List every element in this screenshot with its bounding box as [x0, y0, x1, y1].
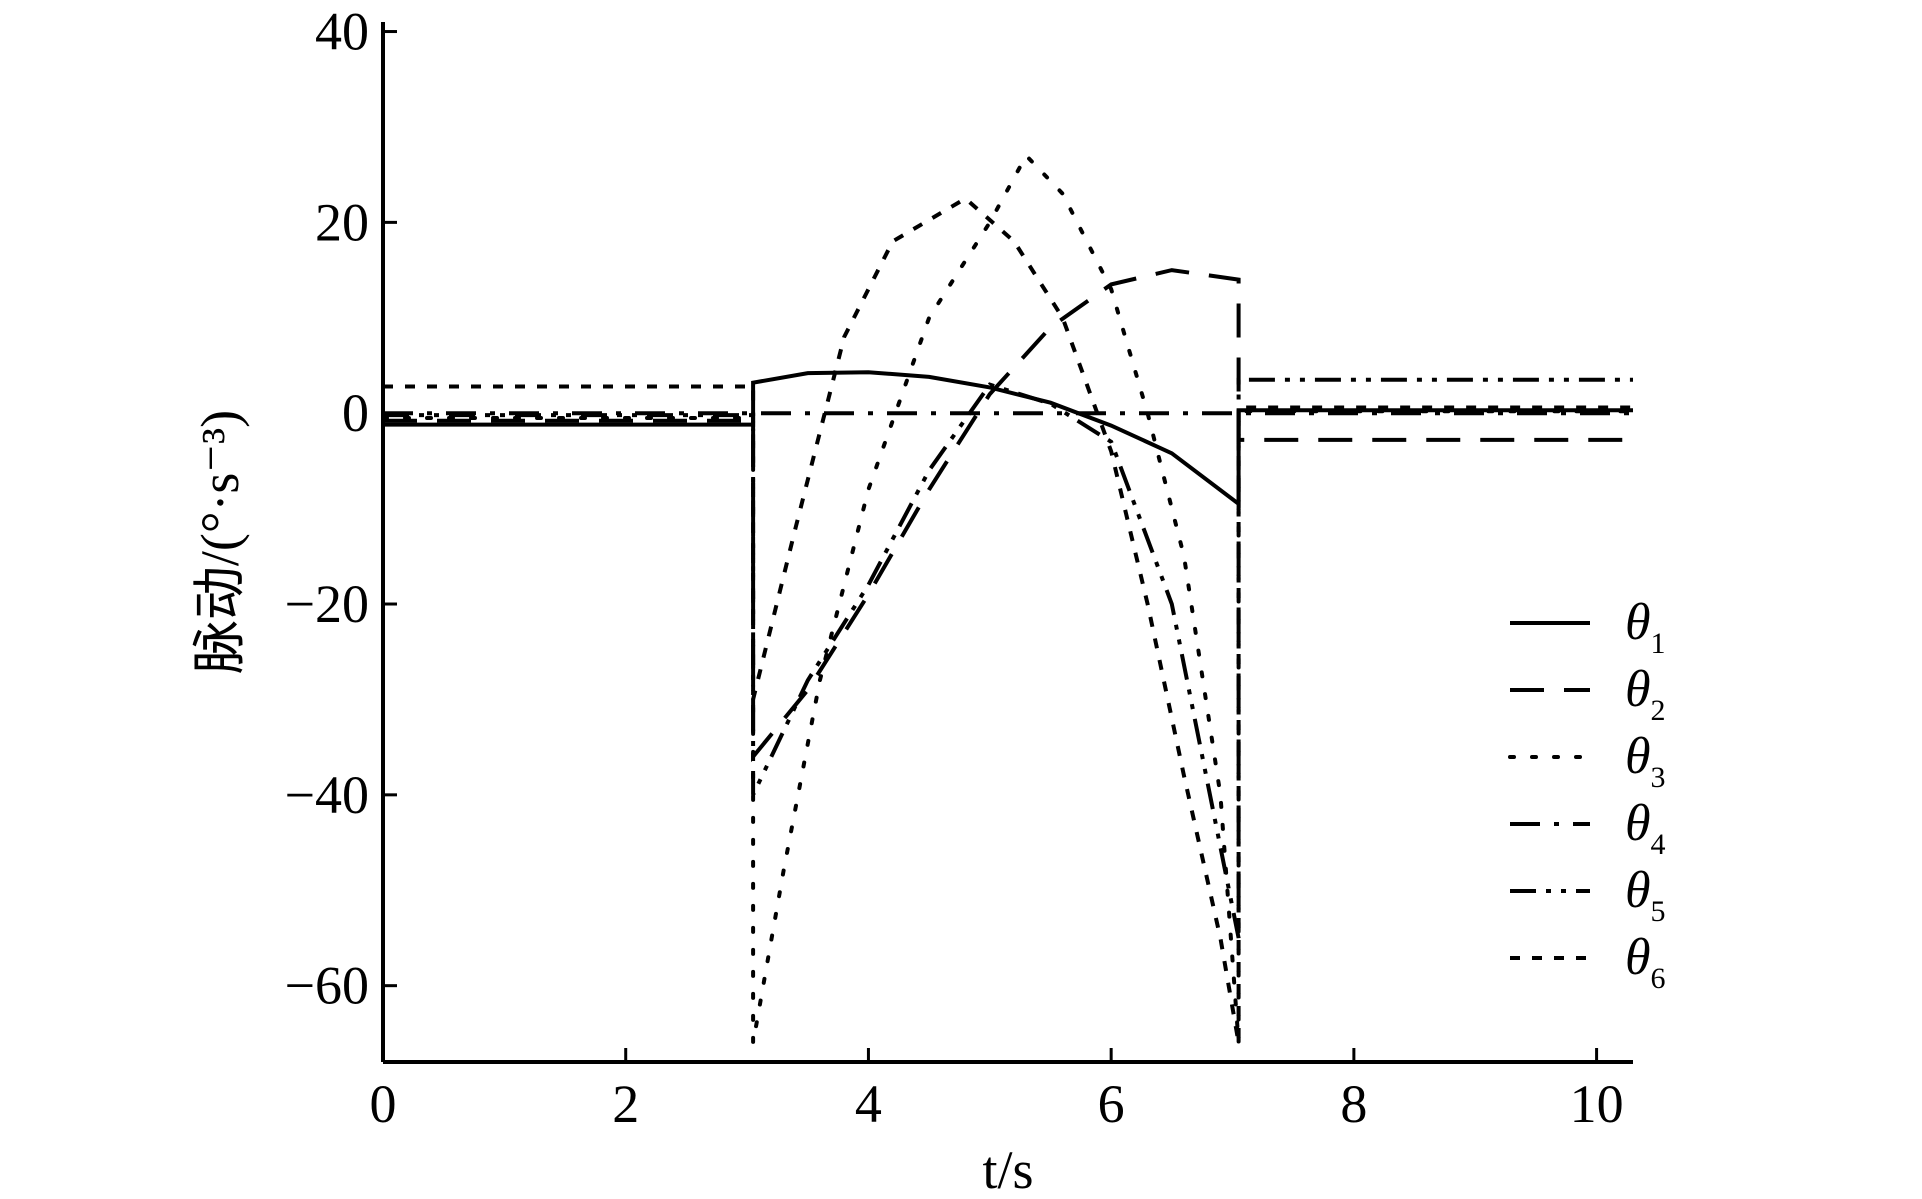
y-tick-label: −60 — [285, 956, 369, 1016]
x-tick-label: 6 — [1098, 1074, 1125, 1134]
series-line-theta3 — [381, 152, 1635, 1044]
y-tick-label: −20 — [285, 574, 369, 634]
legend-label-theta4: θ4 — [1625, 795, 1666, 861]
series-line-theta5 — [383, 377, 1633, 939]
x-tick-label: 8 — [1340, 1074, 1367, 1134]
x-axis-title: t/s — [982, 1140, 1033, 1199]
x-tick-label: 4 — [855, 1074, 882, 1134]
series-line-theta2 — [383, 268, 1633, 763]
legend-label-theta2: θ2 — [1625, 661, 1666, 727]
y-tick-label: 40 — [315, 2, 369, 62]
y-tick-label: 20 — [315, 192, 369, 252]
legend-label-theta1: θ1 — [1625, 594, 1666, 660]
y-tick-label: 0 — [342, 383, 369, 443]
x-tick-label: 2 — [612, 1074, 639, 1134]
series-line-theta6 — [383, 196, 1633, 1044]
y-tick-label: −40 — [285, 765, 369, 825]
x-tick-label: 0 — [370, 1074, 397, 1134]
y-axis-title: 脉动/(°·s⁻³) — [190, 410, 250, 674]
legend-label-theta3: θ3 — [1625, 728, 1666, 794]
legend-label-theta6: θ6 — [1625, 929, 1666, 995]
legend-label-theta5: θ5 — [1625, 862, 1666, 928]
x-tick-label: 10 — [1570, 1074, 1624, 1134]
